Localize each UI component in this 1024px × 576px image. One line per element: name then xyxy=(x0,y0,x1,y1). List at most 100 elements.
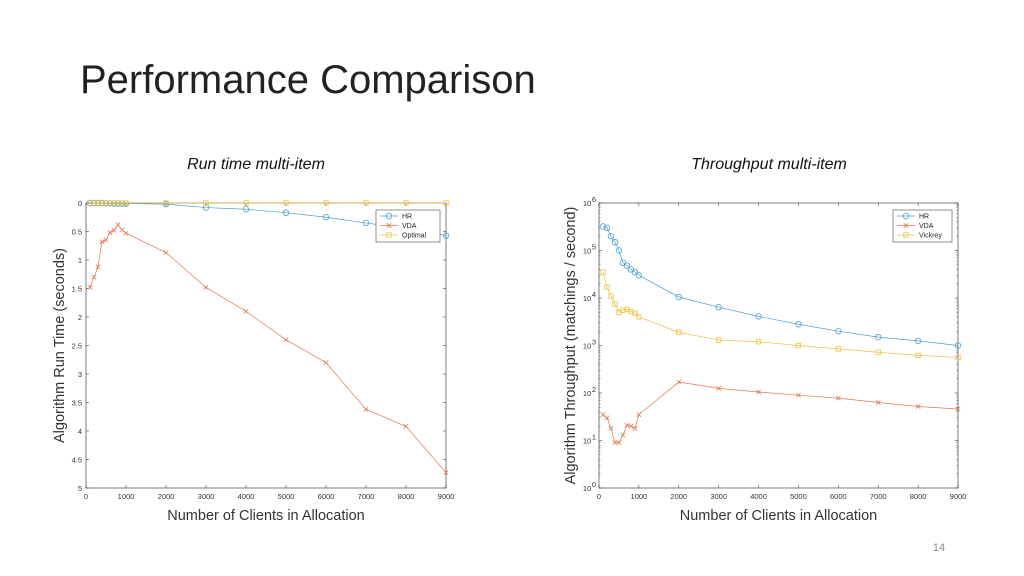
data-point xyxy=(755,313,762,320)
data-point xyxy=(616,440,622,446)
data-point xyxy=(676,379,682,385)
series-vickrey xyxy=(600,269,961,361)
y-tick-label: 4 xyxy=(78,427,82,436)
x-tick-label: 2000 xyxy=(670,492,687,501)
x-tick-label: 5000 xyxy=(278,492,295,501)
y-tick-label: 10 xyxy=(583,437,591,446)
data-point xyxy=(875,400,881,406)
plot-frame xyxy=(598,202,959,489)
data-point xyxy=(620,307,626,313)
data-point xyxy=(243,200,249,206)
data-point xyxy=(955,406,961,412)
data-point xyxy=(103,237,109,243)
x-tick-label: 4000 xyxy=(750,492,767,501)
legend: HR VDA Optimal xyxy=(375,209,441,243)
data-point xyxy=(716,337,722,343)
y-tick-label: 0 xyxy=(78,199,82,208)
data-point xyxy=(915,352,921,358)
y-tick-label: 0.5 xyxy=(72,228,82,237)
data-point xyxy=(115,222,121,228)
data-point xyxy=(795,321,802,328)
data-point xyxy=(835,328,842,335)
y-tick-label: 10 xyxy=(583,294,591,303)
data-point xyxy=(363,200,369,206)
x-tick-label: 9000 xyxy=(950,492,967,501)
y-tick-exponent: 1 xyxy=(592,433,596,442)
y-tick-label: 10 xyxy=(583,389,591,398)
data-point xyxy=(755,339,762,345)
data-point xyxy=(875,349,881,355)
data-point xyxy=(119,227,125,233)
data-point xyxy=(203,284,209,290)
data-point xyxy=(612,301,618,307)
legend: HR VDA Vickrey xyxy=(892,209,953,243)
data-point xyxy=(115,200,121,206)
x-tick-label: 0 xyxy=(597,492,601,501)
data-point xyxy=(955,354,961,361)
data-point xyxy=(203,200,209,206)
y-tick-label: 10 xyxy=(583,199,591,208)
data-point xyxy=(756,389,762,395)
y-tick-label: 3 xyxy=(78,370,82,379)
series-optimal xyxy=(87,200,449,206)
y-tick-label: 10 xyxy=(583,342,591,351)
data-point xyxy=(914,337,922,345)
data-point xyxy=(623,262,631,269)
y-axis-label: Algorithm Throughput (matchings / second… xyxy=(563,207,579,485)
data-point xyxy=(362,219,370,227)
data-point xyxy=(635,272,643,279)
data-point xyxy=(282,209,290,216)
data-point xyxy=(99,200,105,206)
data-point xyxy=(600,269,606,275)
data-point xyxy=(611,238,619,246)
data-point xyxy=(675,293,682,301)
data-point xyxy=(835,395,841,401)
data-point xyxy=(123,230,129,236)
legend-swatch-marker xyxy=(386,232,392,238)
y-tick-label: 10 xyxy=(583,247,591,256)
data-point xyxy=(875,333,882,341)
data-point xyxy=(95,264,101,270)
data-point xyxy=(715,304,722,311)
data-point xyxy=(107,230,113,236)
series-line xyxy=(89,224,447,473)
data-point xyxy=(103,200,109,206)
data-point xyxy=(443,470,449,476)
data-point xyxy=(87,200,93,206)
data-point xyxy=(363,406,369,412)
data-point xyxy=(91,274,97,280)
data-point xyxy=(323,200,329,206)
data-point xyxy=(795,392,801,398)
legend-entry: VDA xyxy=(402,223,417,230)
data-point xyxy=(202,204,210,211)
data-point xyxy=(163,200,169,206)
y-tick-label: 4.5 xyxy=(72,456,82,465)
data-point xyxy=(403,423,409,429)
data-point xyxy=(283,337,289,343)
y-axis-label: Algorithm Run Time (seconds) xyxy=(52,248,68,443)
slide-title: Performance Comparison xyxy=(80,58,536,102)
legend-entry: VDA xyxy=(919,223,934,230)
y-tick-label: 2 xyxy=(78,313,82,322)
data-point xyxy=(604,284,610,290)
data-point xyxy=(632,425,638,431)
data-point xyxy=(162,200,170,208)
data-point xyxy=(608,425,614,431)
x-tick-label: 9000 xyxy=(438,492,455,501)
legend-entry: HR xyxy=(919,214,929,221)
data-point xyxy=(632,310,638,316)
x-tick-label: 3000 xyxy=(198,492,215,501)
data-point xyxy=(612,440,618,446)
x-tick-label: 5000 xyxy=(790,492,807,501)
data-point xyxy=(443,200,449,206)
x-tick-label: 7000 xyxy=(870,492,887,501)
data-point xyxy=(123,200,129,206)
x-tick-label: 2000 xyxy=(158,492,175,501)
data-point xyxy=(111,227,117,233)
y-tick-exponent: 3 xyxy=(592,338,596,347)
legend-box xyxy=(892,209,953,243)
data-point xyxy=(795,342,802,349)
data-point xyxy=(954,342,962,349)
